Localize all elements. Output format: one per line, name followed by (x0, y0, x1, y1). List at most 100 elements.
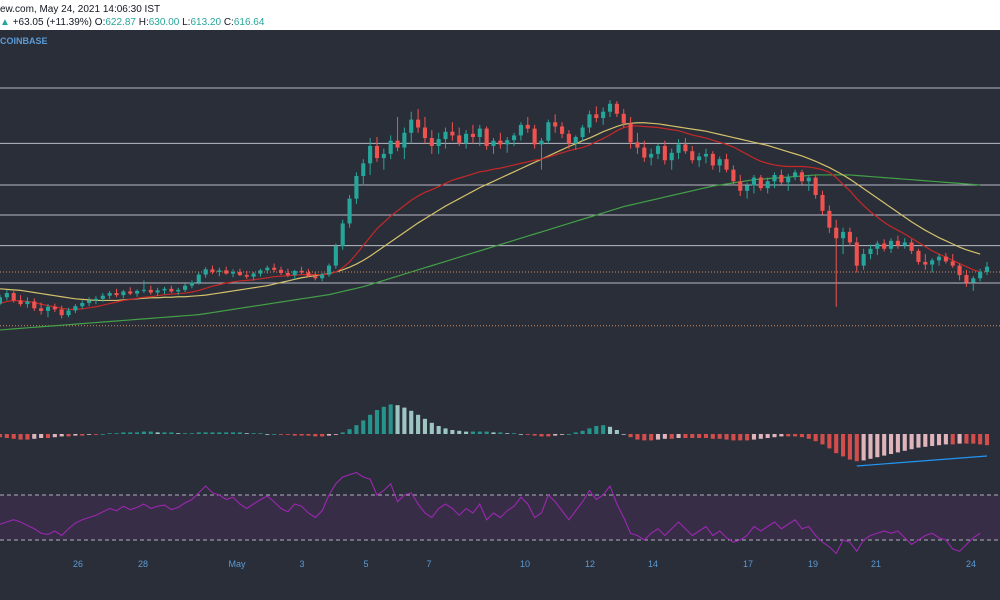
candle-body (601, 111, 606, 119)
macd-bar (457, 430, 462, 434)
candle-body (806, 177, 811, 182)
x-tick-label: 28 (138, 559, 148, 569)
macd-bar (148, 431, 153, 434)
macd-bar (957, 434, 962, 444)
candle-body (52, 306, 57, 310)
candle-body (690, 151, 695, 161)
candle-body (621, 113, 626, 124)
macd-bar (87, 434, 92, 435)
macd-bar (4, 434, 9, 438)
x-tick-label: 3 (299, 559, 304, 569)
candle-body (388, 140, 393, 154)
macd-bar (18, 434, 23, 440)
macd-bar (32, 434, 37, 439)
price-chart[interactable]: 26 28 May 3 5 7 10 12 14 17 19 21 24 (0, 30, 1000, 600)
candle-body (25, 301, 30, 305)
candle-body (793, 172, 798, 178)
macd-bar (559, 434, 565, 435)
macd-bar (669, 434, 674, 439)
macd-bar (772, 434, 777, 438)
macd-bar (80, 434, 85, 436)
macd-bar (786, 434, 791, 437)
candle-body (984, 266, 990, 272)
candle-body (751, 177, 757, 186)
macd-bar (128, 432, 133, 434)
macd-bar (813, 434, 818, 442)
candle-body (121, 291, 126, 296)
candle-body (854, 242, 859, 266)
macd-bar (635, 434, 640, 440)
ma-green-line (0, 174, 981, 331)
macd-bar (758, 434, 763, 439)
macd-bar (895, 434, 900, 453)
x-tick-label: 7 (426, 559, 431, 569)
candle-body (18, 300, 23, 305)
macd-bar (237, 432, 242, 434)
macd-bar (25, 434, 30, 440)
candle-body (861, 254, 866, 266)
candle-body (176, 289, 181, 292)
candle-body (224, 270, 229, 274)
candle-body (230, 271, 236, 274)
candle-body (326, 265, 332, 275)
macd-bar (265, 434, 270, 435)
candle-body (827, 210, 832, 228)
candle-body (87, 300, 92, 304)
macd-bar (450, 430, 455, 434)
candle-body (251, 273, 256, 277)
macd-bar (443, 428, 448, 434)
candle-body (909, 242, 914, 251)
candle-body (374, 145, 380, 159)
candle-body (662, 145, 667, 161)
macd-bar (751, 434, 757, 440)
x-tick-label: 5 (363, 559, 368, 569)
candle-body (484, 128, 489, 146)
candle-body (416, 119, 421, 128)
candle-body (820, 194, 825, 211)
macd-bar (162, 432, 167, 434)
macd-bar (964, 434, 969, 444)
candle-body (539, 140, 544, 145)
macd-bar (121, 432, 126, 434)
macd-bar (155, 432, 160, 434)
candle-body (772, 174, 777, 182)
candle-body (779, 174, 784, 183)
candle-body (39, 308, 44, 311)
candle-body (436, 139, 441, 146)
macd-bar (697, 434, 702, 438)
candle-body (196, 274, 201, 283)
macd-bar (217, 432, 222, 434)
candle-body (59, 309, 64, 316)
candle-body (614, 103, 619, 114)
macd-bar (484, 431, 489, 434)
candle-body (347, 198, 352, 224)
candle-body (841, 231, 846, 239)
macd-bar (39, 434, 44, 438)
macd-bar (717, 434, 722, 439)
macd-bar (621, 434, 626, 435)
change-value: +63.05 (+11.39%) (12, 17, 93, 28)
candle-body (422, 127, 428, 139)
candle-body (813, 177, 818, 195)
candle-body (943, 256, 948, 262)
candle-body (964, 275, 969, 283)
candle-body (532, 128, 537, 145)
source-line: ew.com, May 24, 2021 14:06:30 IST (0, 4, 161, 15)
x-tick-label: 14 (648, 559, 658, 569)
candle-body (731, 169, 736, 182)
candle-body (868, 248, 873, 255)
macd-bar (594, 426, 599, 434)
macd-bar (539, 434, 544, 437)
macd-bar (683, 434, 688, 438)
macd-bar (272, 434, 277, 435)
candle-body (847, 231, 852, 243)
chart-panel[interactable]: 26 28 May 3 5 7 10 12 14 17 19 21 24 COINBASE (0, 30, 1000, 600)
macd-bar (210, 432, 215, 434)
macd-bar (402, 407, 407, 434)
macd-bar (258, 433, 263, 434)
candle-body (457, 135, 462, 144)
candle-body (395, 140, 400, 148)
macd-bar (888, 434, 894, 454)
macd-bar (326, 434, 332, 436)
macd-bar (141, 431, 146, 434)
